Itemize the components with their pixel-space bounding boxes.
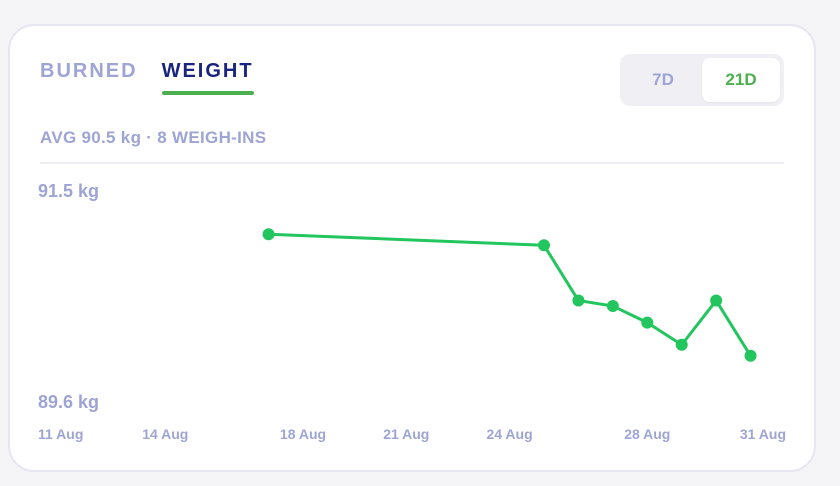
x-tick-label: 28 Aug <box>624 426 670 442</box>
range-21d-button[interactable]: 21D <box>702 58 780 102</box>
y-axis-top-label: 91.5 kg <box>38 181 99 201</box>
weight-point[interactable] <box>710 294 723 307</box>
weight-points <box>262 228 757 362</box>
y-axis-bottom-label: 89.6 kg <box>38 392 99 412</box>
x-tick-label: 11 Aug <box>38 426 83 442</box>
weight-point[interactable] <box>641 316 654 329</box>
weight-point[interactable] <box>538 239 550 252</box>
weight-series-line <box>267 232 753 358</box>
weight-point[interactable] <box>606 300 619 313</box>
tab-weight[interactable]: WEIGHT <box>161 60 254 95</box>
range-toggle: 7D 21D <box>620 54 784 106</box>
x-axis-ticks: 11 Aug 14 Aug 18 Aug 21 Aug 24 Aug 28 Aug 31 A… <box>38 426 786 442</box>
divider <box>40 162 784 164</box>
weight-point[interactable] <box>572 294 585 307</box>
weight-point[interactable] <box>262 228 275 241</box>
weight-summary: AVG 90.5 kg · 8 WEIGH-INS <box>40 128 267 147</box>
x-tick-label: 31 Aug <box>740 426 786 442</box>
x-tick-label: 18 Aug <box>280 426 326 442</box>
x-tick-label: 21 Aug <box>383 426 429 442</box>
x-tick-label: 14 Aug <box>142 426 188 442</box>
weight-point[interactable] <box>744 349 757 362</box>
weight-card: BURNED WEIGHT 7D 21D AVG 90.5 kg · 8 WEI… <box>8 24 816 472</box>
range-7d-button[interactable]: 7D <box>624 58 702 102</box>
x-tick-label: 24 Aug <box>486 426 532 442</box>
weight-point[interactable] <box>675 338 688 351</box>
metric-tabs: BURNED WEIGHT <box>40 60 254 95</box>
tab-burned[interactable]: BURNED <box>40 60 138 82</box>
